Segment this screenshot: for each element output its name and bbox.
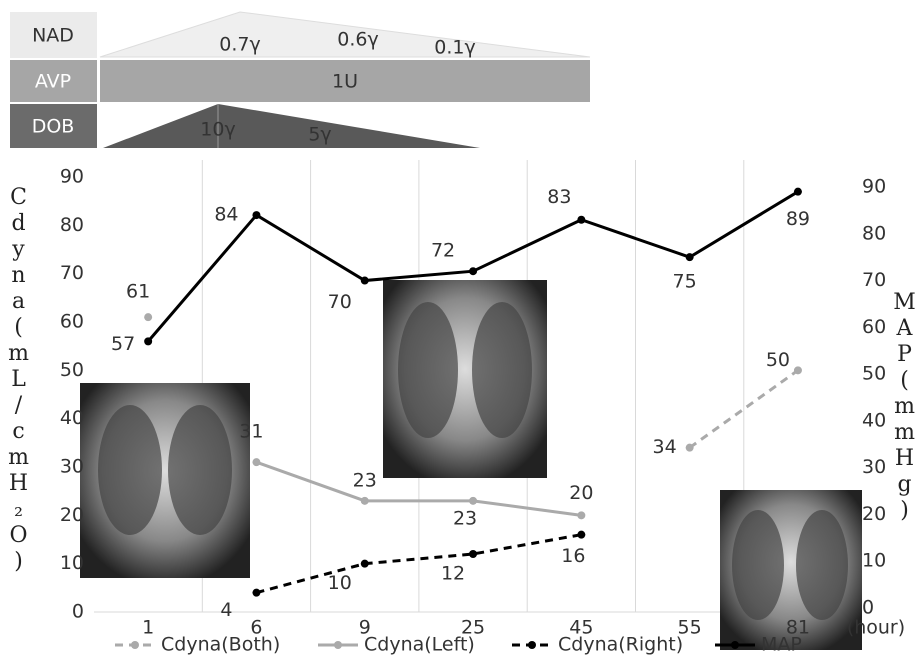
dose: 0.6γ <box>337 29 378 51</box>
dose: 0.7γ <box>219 34 260 56</box>
y2-tick-label: 40 <box>862 409 886 431</box>
dose: 5γ <box>308 124 331 146</box>
drug-box <box>10 104 97 148</box>
point <box>577 215 586 224</box>
y2-axis-label: MAP(mmHg) <box>892 290 917 524</box>
data-label: 57 <box>111 333 135 355</box>
x-tick-label: 1 <box>142 617 154 639</box>
dob-wedge <box>103 104 480 148</box>
y-tick-label: 10 <box>60 552 84 574</box>
data-label: 89 <box>786 208 810 230</box>
x-tick-label: 25 <box>461 617 485 639</box>
x-tick-label: 9 <box>359 617 371 639</box>
point <box>252 458 261 467</box>
data-label: 23 <box>353 469 377 491</box>
point <box>685 253 694 262</box>
dose: 0.1γ <box>434 37 475 59</box>
data-label: 4 <box>220 599 232 621</box>
y2-tick-label: 30 <box>862 456 886 478</box>
y2-tick-label: 90 <box>862 176 886 198</box>
x-tick-label: 81 <box>786 617 810 639</box>
data-label: 16 <box>561 545 585 567</box>
series-line <box>256 533 582 595</box>
y-tick-label: 20 <box>60 504 84 526</box>
drug-box <box>10 60 97 102</box>
y-tick-label: 0 <box>72 601 84 623</box>
y-axis-label: Cdyna(mL/cmH₂O) <box>6 185 31 575</box>
data-label: 72 <box>431 240 455 262</box>
dose: 10γ <box>200 119 235 141</box>
y-tick-label: 30 <box>60 456 84 478</box>
xray <box>80 383 250 578</box>
y-tick-label: 80 <box>60 214 84 236</box>
legend-marker <box>131 641 139 649</box>
y-tick-label: 90 <box>60 166 84 188</box>
nad-wedge <box>99 11 591 58</box>
data-label: 20 <box>569 482 593 504</box>
legend-marker <box>528 641 536 649</box>
point <box>144 313 153 322</box>
x-tick-label: 55 <box>678 617 702 639</box>
y-tick-label: 50 <box>60 359 84 381</box>
drug-name: DOB <box>32 116 75 138</box>
data-label: 61 <box>126 281 150 303</box>
data-label: 12 <box>441 563 465 585</box>
data-label: 70 <box>328 291 352 313</box>
y2-tick-label: 70 <box>862 269 886 291</box>
x-tick-label: 45 <box>569 617 593 639</box>
x-axis-label: (hour) <box>847 617 905 639</box>
point <box>469 550 478 558</box>
y-tick-label: 60 <box>60 311 84 333</box>
data-label: 75 <box>673 271 697 293</box>
point <box>577 511 586 520</box>
point <box>793 187 802 196</box>
xray-images <box>80 280 862 650</box>
point <box>469 496 478 505</box>
y2-tick-label: 50 <box>862 363 886 385</box>
legend-marker <box>731 641 739 649</box>
legend-marker <box>334 641 342 649</box>
avp-bar <box>100 60 590 102</box>
legend-label: Cdyna(Both) <box>161 634 280 656</box>
drug-box <box>10 12 97 58</box>
y2-tick-label: 0 <box>862 597 874 619</box>
point <box>360 559 369 568</box>
y2-tick-label: 20 <box>862 503 886 525</box>
series-line <box>255 460 582 517</box>
y-tick-label: 70 <box>60 262 84 284</box>
drug-name: AVP <box>35 71 71 93</box>
data-label: 84 <box>214 204 238 226</box>
point <box>577 530 586 539</box>
point <box>685 443 694 452</box>
legend-label: Cdyna(Right) <box>558 634 683 656</box>
dose: 1U <box>332 71 358 93</box>
data-label: 50 <box>766 349 790 371</box>
data-label: 23 <box>453 507 477 529</box>
y2-tick-label: 60 <box>862 316 886 338</box>
point <box>360 496 369 505</box>
drug-panel: NAD AVP DOB 0.7γ 0.6γ 0.1γ 1U 10γ 5γ <box>10 11 591 148</box>
legend-label: Cdyna(Left) <box>364 634 475 656</box>
data-label: 10 <box>328 572 352 594</box>
data-label: 31 <box>239 421 263 443</box>
x-tick-label: 6 <box>250 617 262 639</box>
data-label: 34 <box>653 436 677 458</box>
point <box>252 211 261 220</box>
data-label: 83 <box>547 186 571 208</box>
point <box>360 276 369 285</box>
point <box>793 366 802 375</box>
point <box>469 267 478 276</box>
y2-tick-label: 80 <box>862 222 886 244</box>
xray <box>720 490 862 650</box>
y2-tick-label: 10 <box>862 550 886 572</box>
y-tick-label: 40 <box>60 407 84 429</box>
xray <box>383 280 547 478</box>
point <box>252 588 261 597</box>
point <box>144 337 153 346</box>
legend-label: MAP <box>761 634 802 656</box>
drug-name: NAD <box>32 25 74 47</box>
